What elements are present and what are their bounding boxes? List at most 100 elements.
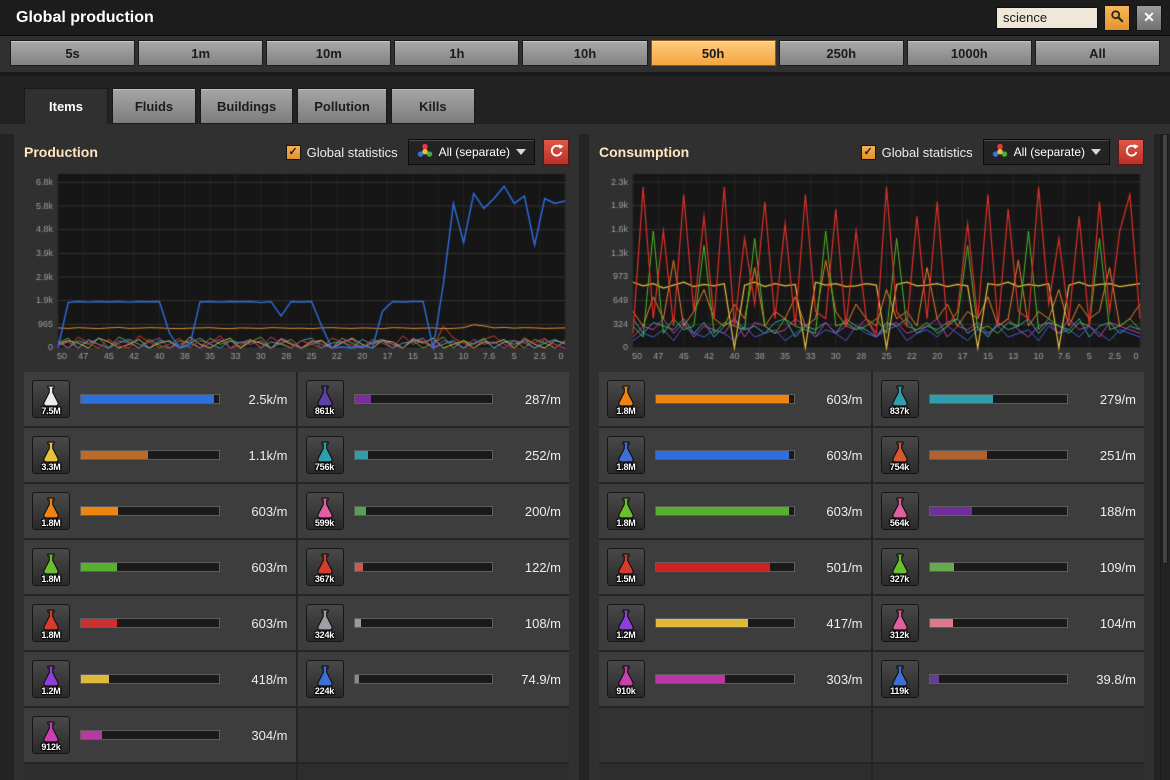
item-count-badge: 224k [307,686,343,696]
tab-items[interactable]: Items [24,88,108,124]
item-count-badge: 756k [307,462,343,472]
item-icon-button[interactable]: 756k [306,436,344,474]
panel-divider [579,134,589,780]
scrollbar-handle[interactable] [1162,134,1168,564]
item-row: 1.8M603/m [599,484,871,538]
global-statistics-checkbox[interactable]: ✓ Global statistics [286,145,398,160]
empty-row [599,764,871,780]
item-icon-button[interactable]: 1.5M [607,548,645,586]
rate-bar [354,450,494,460]
item-icon-button[interactable]: 1.2M [32,660,70,698]
time-button-50h[interactable]: 50h [651,40,776,66]
item-icon-button[interactable]: 912k [32,716,70,754]
rate-label: 104/m [1078,616,1136,631]
item-icon-button[interactable]: 1.8M [607,380,645,418]
rate-bar [80,618,220,628]
item-icon-button[interactable]: 1.2M [607,604,645,642]
empty-row [599,708,871,762]
item-row: 1.2M418/m [24,652,296,706]
rate-label: 200/m [503,504,561,519]
item-row: 1.8M 603/m [24,596,296,650]
time-button-1h[interactable]: 1h [394,40,519,66]
time-button-10m[interactable]: 10m [266,40,391,66]
item-icon-button[interactable]: 224k [306,660,344,698]
item-icon-button[interactable]: 1.8M [607,436,645,474]
chevron-down-icon [516,149,526,155]
rate-label: 109/m [1078,560,1136,575]
consumption-chart [599,168,1144,364]
item-icon-button[interactable]: 754k [881,436,919,474]
item-icon-button[interactable]: 1.8M [32,492,70,530]
item-count-badge: 599k [307,518,343,528]
item-icon-button[interactable]: 1.8M [32,548,70,586]
item-icon-button[interactable]: 3.3M [32,436,70,474]
search-input[interactable] [996,7,1098,29]
rate-label: 603/m [230,616,288,631]
item-icon-button[interactable]: 1.8M [607,492,645,530]
item-row: 1.8M 603/m [599,372,871,426]
global-statistics-checkbox[interactable]: ✓ Global statistics [861,145,973,160]
tab-pollution[interactable]: Pollution [297,88,387,124]
rate-bar [80,394,220,404]
item-filter-dropdown[interactable]: All (separate) [408,139,535,165]
item-icon-button[interactable]: 599k [306,492,344,530]
item-count-badge: 1.8M [608,406,644,416]
rate-bar [929,674,1069,684]
all-signals-icon [417,143,433,162]
item-row: 367k122/m [298,540,570,594]
close-button[interactable]: ✕ [1136,5,1162,31]
item-icon-button[interactable]: 837k [881,380,919,418]
rate-bar [929,394,1069,404]
search-button[interactable] [1104,5,1130,31]
time-button-250h[interactable]: 250h [779,40,904,66]
item-icon-button[interactable]: 861k [306,380,344,418]
item-filter-dropdown[interactable]: All (separate) [983,139,1110,165]
item-count-badge: 861k [307,406,343,416]
time-button-1000h[interactable]: 1000h [907,40,1032,66]
item-row: 756k252/m [298,428,570,482]
time-button-all[interactable]: All [1035,40,1160,66]
dropdown-label: All (separate) [439,145,510,159]
tab-kills[interactable]: Kills [391,88,475,124]
item-count-badge: 1.8M [608,462,644,472]
item-icon-button[interactable]: 324k [306,604,344,642]
item-icon-button[interactable]: 7.5M [32,380,70,418]
rate-label: 188/m [1078,504,1136,519]
production-header: Production ✓ Global statistics All (sepa… [14,134,579,168]
item-count-badge: 1.8M [33,518,69,528]
item-icon-button[interactable]: 119k [881,660,919,698]
item-count-badge: 1.8M [608,518,644,528]
item-row: 599k 200/m [298,484,570,538]
item-count-badge: 367k [307,574,343,584]
rate-label: 603/m [230,504,288,519]
main-content: Production ✓ Global statistics All (sepa… [0,124,1170,780]
scrollbar[interactable] [1160,134,1168,780]
item-icon-button[interactable]: 327k [881,548,919,586]
item-row: 119k39.8/m [873,652,1145,706]
tab-buildings[interactable]: Buildings [200,88,293,124]
rate-label: 603/m [805,392,863,407]
dropdown-label: All (separate) [1014,145,1085,159]
item-row: 7.5M2.5k/m [24,372,296,426]
rate-bar [354,674,494,684]
item-icon-button[interactable]: 1.8M [32,604,70,642]
rate-bar [655,394,795,404]
refresh-button[interactable] [543,139,569,165]
item-icon-button[interactable]: 367k [306,548,344,586]
empty-row [873,764,1145,780]
item-icon-button[interactable]: 564k [881,492,919,530]
time-button-10h[interactable]: 10h [522,40,647,66]
rate-bar [929,618,1069,628]
refresh-button[interactable] [1118,139,1144,165]
item-count-badge: 1.2M [608,630,644,640]
item-row: 754k251/m [873,428,1145,482]
time-button-1m[interactable]: 1m [138,40,263,66]
time-button-5s[interactable]: 5s [10,40,135,66]
window-title: Global production [16,9,996,27]
item-icon-button[interactable]: 910k [607,660,645,698]
item-icon-button[interactable]: 312k [881,604,919,642]
item-count-badge: 327k [882,574,918,584]
tab-fluids[interactable]: Fluids [112,88,196,124]
item-row: 1.8M 603/m [24,484,296,538]
rate-bar [80,674,220,684]
